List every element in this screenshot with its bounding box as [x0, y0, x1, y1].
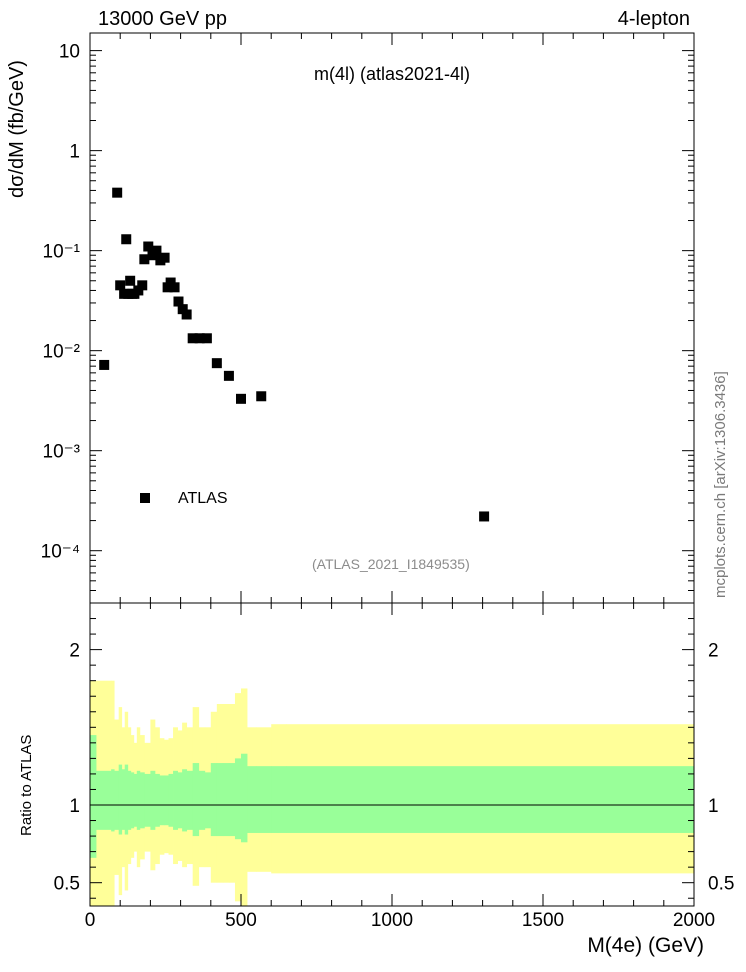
ratio-inner-band [121, 769, 126, 830]
y-tick-label: 10 [59, 42, 80, 63]
ratio-y-tick-label-right: 0.5 [708, 874, 734, 895]
header-process-label: 4-lepton [617, 8, 690, 30]
legend-marker [140, 493, 150, 503]
ratio-inner-band [222, 763, 230, 837]
ratio-inner-band [234, 758, 242, 840]
ratio-inner-band [228, 763, 236, 837]
data-point [125, 275, 136, 286]
ratio-inner-band [133, 773, 138, 827]
ratio-panel-frame [89, 602, 695, 907]
ratio-inner-band [192, 763, 200, 837]
ratio-inner-band [216, 763, 224, 837]
plot-title: m(4l) (atlas2021-4l) [314, 64, 471, 84]
ratio-inner-band [130, 772, 135, 829]
ratio-axis-label: Ratio to ATLAS [18, 734, 35, 836]
ratio-inner-band [136, 770, 141, 830]
y-tick-label: 10⁻¹ [43, 242, 81, 263]
ratio-inner-band [127, 770, 132, 830]
data-point [151, 245, 162, 256]
ratio-inner-band [159, 775, 165, 826]
ratio-inner-band [96, 770, 112, 830]
ratio-inner-band [163, 775, 169, 826]
data-point [479, 511, 490, 522]
x-tick-label: 500 [225, 910, 257, 931]
ratio-inner-band [118, 764, 123, 835]
ratio-y-tick-label-right: 1 [708, 796, 719, 817]
data-point [99, 359, 110, 370]
ratio-inner-band [144, 773, 151, 827]
ratio-inner-band [173, 770, 178, 830]
data-point [121, 234, 132, 245]
main-data-points [99, 187, 490, 522]
ratio-bands [90, 680, 695, 906]
data-point [137, 280, 148, 291]
ratio-inner-band [271, 766, 287, 833]
x-tick-label: 1000 [371, 910, 413, 931]
y-tick-label: 10⁻³ [43, 442, 81, 463]
data-point [112, 187, 123, 198]
side-note: mcplots.cern.ch [arXiv:1306.3436] [712, 371, 729, 598]
x-axis-label: M(4e) (GeV) [587, 934, 704, 957]
axis-ticks [89, 33, 695, 906]
ratio-inner-band [247, 766, 257, 833]
ratio-y-tick-label-left: 0.5 [54, 874, 80, 895]
ratio-inner-band [204, 772, 212, 829]
data-point [256, 391, 267, 402]
data-point [177, 304, 188, 315]
legend-label-atlas: ATLAS [178, 490, 228, 507]
data-point [133, 285, 144, 296]
data-point [236, 393, 246, 404]
y-tick-label: 10⁻⁴ [41, 542, 80, 563]
data-point [223, 370, 234, 381]
ratio-inner-band [168, 773, 174, 827]
ratio-inner-band [154, 773, 160, 827]
ratio-inner-band [210, 763, 218, 837]
data-point [159, 252, 170, 263]
y-axis-label: dσ/dM (fb/GeV) [6, 60, 28, 198]
ratio-inner-band [177, 772, 183, 829]
ratio-inner-band [241, 753, 248, 843]
ratio-inner-band [286, 766, 695, 833]
ratio-inner-band [114, 770, 120, 830]
ratio-inner-band [111, 769, 115, 832]
data-point [194, 333, 205, 344]
analysis-reference: (ATLAS_2021_I1849535) [312, 556, 470, 572]
data-point [115, 280, 126, 291]
x-tick-label: 0 [85, 910, 96, 931]
data-point [181, 309, 192, 320]
ratio-y-tick-label-left: 1 [69, 796, 80, 817]
tick-labels: 0 500 1000 1500 2000 10 1 10⁻¹ 10⁻² 10⁻³ 10⁻⁴ 0.5 0.… [41, 42, 735, 931]
x-tick-label: 1500 [522, 910, 564, 931]
ratio-y-tick-label-left: 2 [69, 641, 80, 662]
ratio-inner-band [186, 770, 194, 830]
data-point [143, 241, 154, 252]
ratio-inner-band [182, 769, 188, 832]
data-point [169, 282, 180, 293]
main-panel-frame [89, 32, 695, 604]
header-beam-label: 13000 GeV pp [98, 8, 227, 30]
ratio-inner-band [139, 772, 145, 829]
data-point [201, 333, 212, 344]
y-tick-label: 10⁻² [43, 342, 81, 363]
ratio-y-tick-label-right: 2 [708, 641, 719, 662]
data-point [211, 358, 222, 369]
ratio-inner-band [90, 735, 97, 858]
ratio-inner-band [150, 770, 156, 830]
data-point [187, 333, 198, 344]
data-point [139, 254, 150, 265]
ratio-inner-band [198, 770, 206, 830]
legend-marker-atlas [140, 493, 150, 503]
y-tick-label: 1 [69, 142, 80, 163]
data-point [173, 296, 184, 307]
x-tick-label: 2000 [673, 910, 715, 931]
ratio-inner-band [256, 766, 272, 833]
axis-frames [89, 32, 695, 907]
ratio-inner-band [124, 764, 129, 835]
